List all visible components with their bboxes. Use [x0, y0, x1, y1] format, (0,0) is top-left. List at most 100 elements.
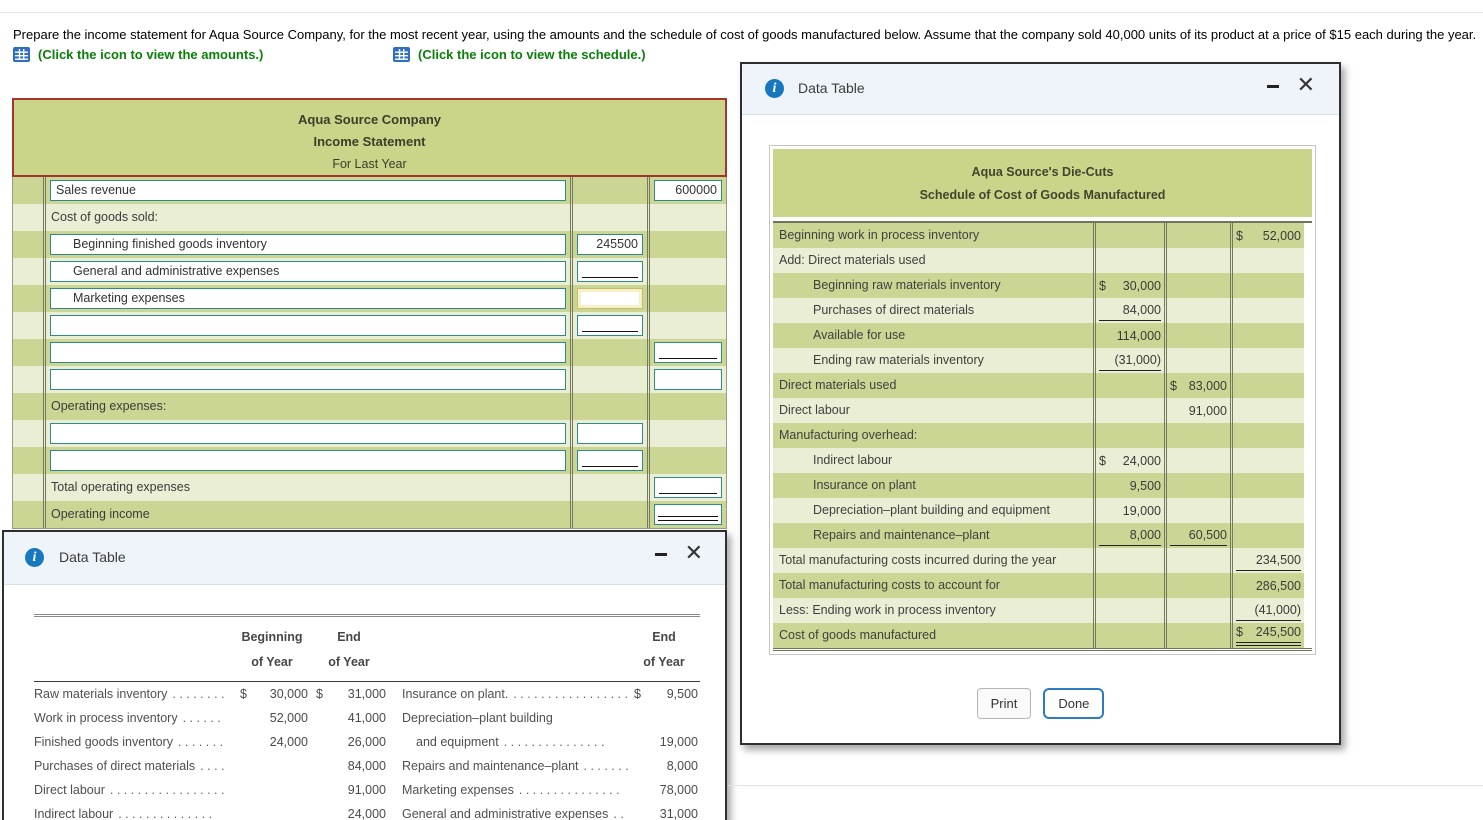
middle-amount-input[interactable]	[577, 261, 643, 282]
schedule-c1-cell: (31,000)	[1093, 348, 1164, 373]
subtotal-rule	[582, 277, 638, 278]
view-amounts-link[interactable]: (Click the icon to view the amounts.)	[13, 47, 263, 62]
right-amount-input[interactable]	[654, 477, 722, 498]
minimize-icon[interactable]	[1265, 78, 1281, 94]
row-gutter	[13, 285, 43, 312]
schedule-c2-cell: 60,500	[1164, 523, 1230, 548]
end-of-year-value: 31,000	[628, 802, 700, 820]
schedule-c3-cell	[1230, 373, 1304, 398]
right-amount-input[interactable]	[654, 504, 722, 525]
schedule-dialog-header[interactable]: i Data Table ✕	[742, 64, 1339, 115]
amount: 60,500	[1188, 528, 1227, 542]
schedule-c1-cell: 114,000	[1093, 323, 1164, 348]
beginning-of-year-value: 24,000	[234, 730, 310, 754]
account-label-input[interactable]	[50, 342, 566, 363]
label-text: Purchases of direct materials	[34, 759, 196, 773]
schedule-heading-2: Schedule of Cost of Goods Manufactured	[919, 188, 1166, 202]
account-label-input[interactable]: General and administrative expenses	[50, 261, 566, 282]
end-of-year-value: 24,000	[310, 802, 388, 820]
account-label-input[interactable]: Sales revenue	[50, 180, 566, 201]
account-label-input[interactable]: Marketing expenses	[50, 288, 566, 309]
amounts-table-rows: Raw materials inventory . . . . . . . . $3…	[34, 682, 700, 820]
amount: 26,000	[347, 735, 386, 749]
label-text: Indirect labour	[34, 807, 114, 820]
schedule-label-cell: Beginning work in process inventory	[773, 223, 1093, 248]
middle-cell	[570, 312, 647, 339]
right-amount-input[interactable]: 600000	[654, 180, 722, 201]
schedule-row: Insurance on plant 9,500	[773, 473, 1312, 498]
schedule-c1-cell	[1093, 548, 1164, 573]
schedule-c2-cell	[1164, 473, 1230, 498]
end-of-year-value: 19,000	[628, 730, 700, 754]
input-text: 245500	[596, 237, 638, 251]
view-schedule-link[interactable]: (Click the icon to view the schedule.)	[393, 47, 646, 62]
schedule-value: 91,000	[1170, 398, 1227, 421]
middle-amount-input[interactable]	[577, 288, 643, 309]
account-label-input[interactable]	[50, 450, 566, 471]
print-button[interactable]: Print	[976, 688, 1032, 719]
schedule-table-header: Aqua Source's Die-Cuts Schedule of Cost …	[773, 149, 1312, 217]
data-table-icon[interactable]	[393, 47, 410, 62]
account-label-input[interactable]: Beginning finished goods inventory	[50, 234, 566, 255]
close-icon[interactable]: ✕	[1296, 72, 1315, 97]
schedule-value: 234,500	[1236, 548, 1301, 571]
column-gap	[388, 706, 402, 730]
amount: 9,500	[666, 687, 698, 701]
schedule-value: 9,500	[1099, 473, 1161, 496]
middle-amount-input[interactable]	[577, 423, 643, 444]
amount: 114,000	[1116, 329, 1161, 343]
right-amount-input[interactable]	[654, 369, 722, 390]
schedule-c3-cell	[1230, 523, 1304, 548]
end-of-year-value: 26,000	[310, 730, 388, 754]
account-label-input[interactable]	[50, 423, 566, 444]
middle-cell: 245500	[570, 231, 647, 258]
middle-amount-input[interactable]	[577, 315, 643, 336]
right-cell	[647, 204, 726, 231]
close-icon[interactable]: ✕	[684, 540, 703, 565]
amount: (31,000)	[1114, 353, 1161, 367]
dialog-title: Data Table	[798, 80, 865, 96]
income-row: Operating income	[13, 501, 726, 528]
income-row	[13, 339, 726, 366]
account-label-input[interactable]	[50, 315, 566, 336]
label-cell: Operating expenses:	[43, 393, 570, 420]
middle-cell	[570, 204, 647, 231]
schedule-value: (31,000)	[1099, 348, 1161, 371]
dot-leader: . . . . . . . . . . . . . . . . .	[109, 783, 225, 797]
amount: 19,000	[1122, 504, 1161, 518]
middle-amount-input[interactable]	[577, 450, 643, 471]
dollar-sign: $	[1099, 279, 1106, 293]
schedule-c2-cell	[1164, 548, 1230, 573]
header-spacer	[402, 625, 628, 650]
dot-leader: . . . . . . . . . . . . . . . . .	[513, 687, 628, 701]
schedule-c3-cell: 234,500	[1230, 548, 1304, 573]
right-amount-input[interactable]	[654, 342, 722, 363]
schedule-row: Total manufacturing costs incurred durin…	[773, 548, 1312, 573]
schedule-row: Beginning work in process inventory $52,0…	[773, 223, 1312, 248]
schedule-c3-cell	[1230, 473, 1304, 498]
static-label: Total operating expenses	[51, 480, 190, 494]
dot-leader: . . . . . . . . . . . . . .	[118, 807, 212, 820]
minimize-icon[interactable]	[653, 546, 669, 562]
row-gutter	[13, 258, 43, 285]
account-label-input[interactable]	[50, 369, 566, 390]
schedule-label: Cost of goods manufactured	[779, 628, 937, 642]
view-amounts-label[interactable]: (Click the icon to view the amounts.)	[38, 47, 264, 62]
schedule-row: Purchases of direct materials 84,000	[773, 298, 1312, 323]
income-row: Total operating expenses	[13, 474, 726, 501]
middle-cell	[570, 177, 647, 204]
done-button[interactable]: Done	[1043, 688, 1105, 719]
schedule-label: Depreciation–plant building and equipmen…	[813, 503, 1050, 517]
schedule-value: (41,000)	[1236, 598, 1301, 621]
schedule-row: Repairs and maintenance–plant 8,000 60,500	[773, 523, 1312, 548]
view-schedule-label[interactable]: (Click the icon to view the schedule.)	[418, 47, 646, 62]
amount: 286,500	[1255, 579, 1301, 593]
end-of-year-value: $31,000	[310, 682, 388, 706]
data-table-icon[interactable]	[13, 47, 30, 62]
header-spacer	[34, 650, 234, 675]
end-of-year-value	[628, 706, 700, 730]
amounts-dialog-header[interactable]: i Data Table ✕	[4, 532, 725, 585]
input-text: Marketing expenses	[73, 291, 185, 305]
row-gutter	[13, 339, 43, 366]
middle-amount-input[interactable]: 245500	[577, 234, 643, 255]
